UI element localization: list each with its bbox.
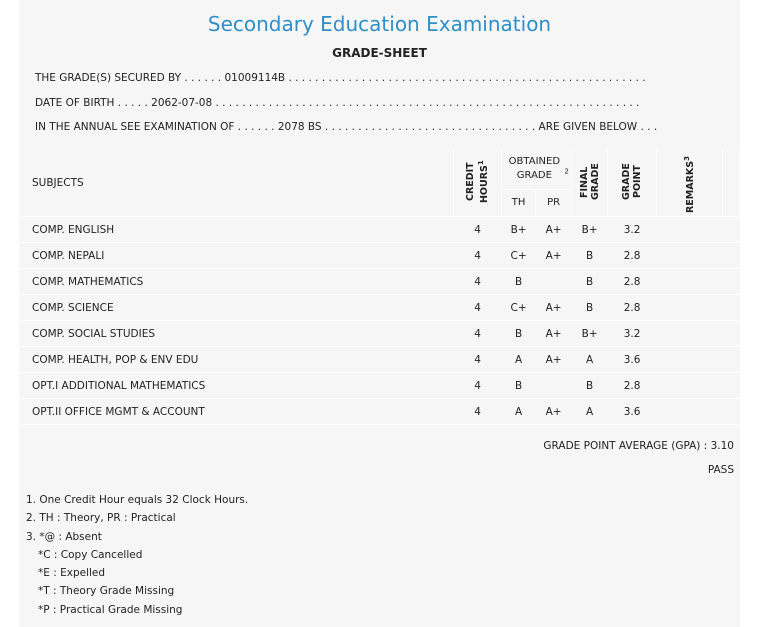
th-grade-cell: B: [501, 268, 536, 296]
grade-point-cell: 2.8: [607, 294, 657, 322]
th-grade-cell: A: [501, 398, 536, 426]
grade-point-cell: 3.2: [607, 320, 657, 348]
subject-cell: COMP. HEALTH, POP & ENV EDU: [19, 346, 454, 374]
pr-grade-cell: A+: [535, 216, 572, 244]
final-grade-cell: B+: [571, 320, 608, 348]
credit-cell: 4: [453, 216, 502, 244]
subject-cell: COMP. NEPALI: [19, 242, 454, 270]
table-row: COMP. SCIENCE 4 C+ A+ B 2.8: [19, 294, 740, 322]
pr-grade-cell: [535, 268, 572, 296]
footnote: *P : Practical Grade Missing: [38, 603, 183, 616]
date-of-birth-line: DATE OF BIRTH . . . . . 2062-07-08 . . .…: [35, 97, 640, 109]
header-remarks: REMARKS3: [656, 150, 723, 218]
th-grade-cell: C+: [501, 294, 536, 322]
credit-cell: 4: [453, 320, 502, 348]
remarks-cell: [656, 346, 723, 374]
final-grade-cell: B+: [571, 216, 608, 244]
remarks-cell: [656, 294, 723, 322]
page-title: Secondary Education Examination: [207, 12, 552, 36]
table-header-row: SUBJECTS CREDIT HOURS1 OBTAINED GRADE 2 F…: [19, 150, 741, 218]
exam-line: IN THE ANNUAL SEE EXAMINATION OF . . . .…: [35, 121, 658, 133]
remarks-cell: [656, 242, 723, 270]
header-final-grade: FINAL GRADE: [571, 150, 609, 218]
th-grade-cell: B+: [501, 216, 536, 244]
remarks-cell: [656, 398, 723, 426]
footnote: 1. One Credit Hour equals 32 Clock Hours…: [26, 494, 249, 506]
grade-point-cell: 2.8: [607, 242, 657, 270]
pr-grade-cell: A+: [535, 346, 572, 374]
subject-cell: OPT.I ADDITIONAL MATHEMATICS: [19, 372, 454, 400]
credit-cell: 4: [453, 346, 502, 374]
grade-point-cell: 2.8: [607, 268, 657, 296]
table-row: COMP. MATHEMATICS 4 B B 2.8: [19, 268, 740, 296]
footnote: *E : Expelled: [38, 567, 106, 580]
header-credit-hours: CREDIT HOURS1: [453, 150, 503, 218]
table-subheader-row: TH PR: [19, 189, 740, 218]
table-row: COMP. HEALTH, POP & ENV EDU 4 A A+ A 3.6: [19, 346, 740, 374]
table-row: COMP. ENGLISH 4 B+ A+ B+ 3.2: [19, 216, 740, 244]
th-grade-cell: B: [501, 320, 536, 348]
credit-cell: 4: [453, 398, 502, 426]
remarks-cell: [656, 268, 723, 296]
grade-point-cell: 2.8: [607, 372, 657, 400]
table-row: OPT.II OFFICE MGMT & ACCOUNT 4 A A+ A 3.6: [19, 398, 740, 426]
credit-cell: 4: [453, 294, 502, 322]
subject-cell: OPT.II OFFICE MGMT & ACCOUNT: [19, 398, 454, 426]
pr-grade-cell: A+: [535, 294, 572, 322]
th-grade-cell: A: [501, 346, 536, 374]
header-pr: PR: [535, 189, 573, 218]
pr-grade-cell: A+: [535, 398, 572, 426]
th-grade-cell: B: [501, 372, 536, 400]
header-subjects: SUBJECTS: [19, 150, 455, 218]
subject-cell: COMP. MATHEMATICS: [19, 268, 454, 296]
header-obtained-grade: OBTAINED GRADE 2: [501, 150, 573, 190]
footnote: *T : Theory Grade Missing: [38, 585, 175, 598]
footnotes: 1. One Credit Hour equals 32 Clock Hours…: [26, 491, 248, 619]
gpa-summary: GRADE POINT AVERAGE (GPA) : 3.10: [543, 440, 734, 452]
remarks-cell: [656, 372, 723, 400]
remarks-cell: [656, 320, 723, 348]
final-grade-cell: A: [571, 398, 608, 426]
credit-cell: 4: [453, 372, 502, 400]
subject-cell: COMP. ENGLISH: [19, 216, 454, 244]
credit-cell: 4: [453, 268, 502, 296]
header-th: TH: [501, 189, 537, 218]
grade-sheet: Secondary Education Examination GRADE-SH…: [19, 0, 741, 627]
pr-grade-cell: [535, 372, 572, 400]
credit-cell: 4: [453, 242, 502, 270]
grade-point-cell: 3.6: [607, 346, 657, 374]
footnote: *C : Copy Cancelled: [38, 548, 143, 561]
pr-grade-cell: A+: [535, 242, 572, 270]
grade-point-cell: 3.6: [607, 398, 657, 426]
grade-point-cell: 3.2: [607, 216, 657, 244]
table-row: OPT.I ADDITIONAL MATHEMATICS 4 B B 2.8: [19, 372, 740, 400]
secured-by-line: THE GRADE(S) SECURED BY . . . . . . 0100…: [35, 72, 646, 84]
final-grade-cell: A: [571, 346, 608, 374]
final-grade-cell: B: [571, 294, 608, 322]
final-grade-cell: B: [571, 268, 608, 296]
footnote: 3. *@ : Absent: [26, 530, 102, 543]
grade-sheet-heading: GRADE-SHEET: [332, 46, 427, 60]
th-grade-cell: C+: [501, 242, 536, 270]
remarks-cell: [656, 216, 723, 244]
subject-cell: COMP. SCIENCE: [19, 294, 454, 322]
grades-table: SUBJECTS CREDIT HOURS1 OBTAINED GRADE 2 F…: [19, 150, 741, 426]
final-grade-cell: B: [571, 242, 608, 270]
pr-grade-cell: A+: [535, 320, 572, 348]
table-row: COMP. SOCIAL STUDIES 4 B A+ B+ 3.2: [19, 320, 740, 348]
final-grade-cell: B: [571, 372, 608, 400]
subject-cell: COMP. SOCIAL STUDIES: [19, 320, 454, 348]
header-grade-point: GRADE POINT: [607, 150, 658, 218]
footnote: 2. TH : Theory, PR : Practical: [26, 512, 176, 525]
table-row: COMP. NEPALI 4 C+ A+ B 2.8: [19, 242, 740, 270]
result-status: PASS: [707, 464, 734, 476]
